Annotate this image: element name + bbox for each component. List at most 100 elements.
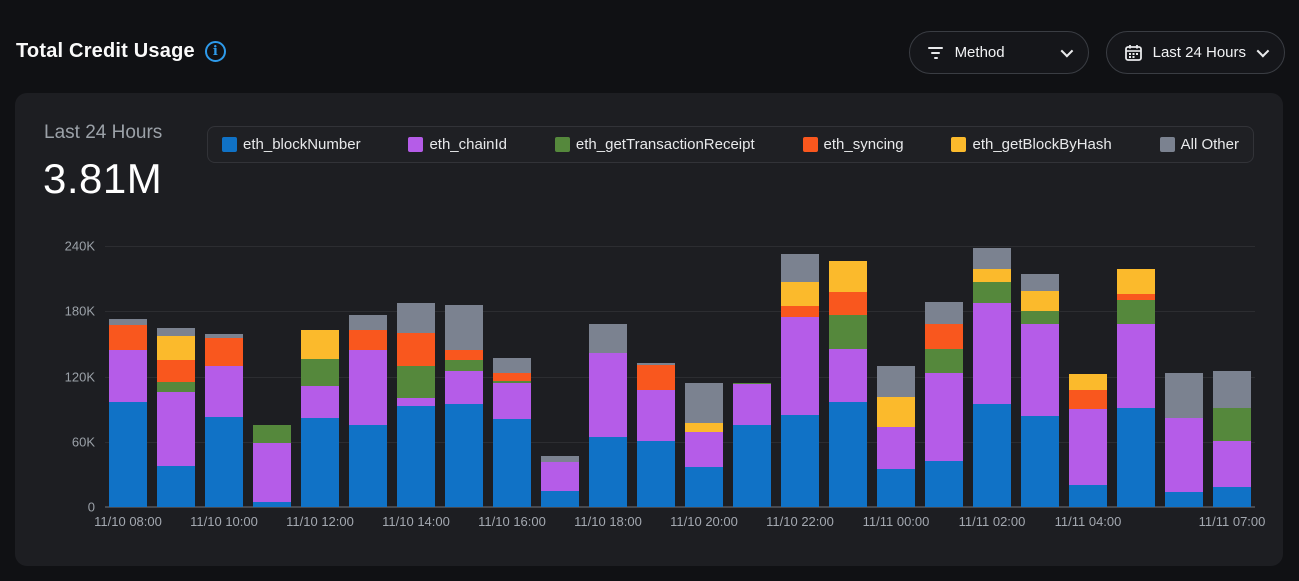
bar-11-10-09-00[interactable] [157, 327, 195, 507]
bar-11-10-16-00[interactable] [493, 358, 531, 507]
gridline [105, 376, 1255, 378]
bar-segment-eth_syncing [493, 373, 531, 381]
bar-segment-eth_chainid [733, 384, 771, 426]
bar-segment-eth_blocknumber [397, 405, 435, 507]
gridline [105, 441, 1255, 443]
bar-segment-eth_chainid [1069, 409, 1107, 486]
bar-segment-eth_getblockbyhash [973, 268, 1011, 282]
bar-11-11-02-00[interactable] [973, 248, 1011, 507]
bar-segment-all-other [781, 253, 819, 282]
legend-item-eth_gettransactionreceipt[interactable]: eth_getTransactionReceipt [554, 136, 755, 153]
legend-swatch [222, 137, 237, 152]
bar-11-10-13-00[interactable] [349, 314, 387, 507]
legend-label: eth_syncing [823, 136, 904, 153]
bar-segment-eth_getblockbyhash [301, 329, 339, 360]
method-filter-dropdown[interactable]: Method [908, 31, 1089, 74]
bar-segment-eth_getblockbyhash [877, 397, 915, 427]
bar-11-10-18-00[interactable] [589, 324, 627, 507]
bar-segment-eth_blocknumber [205, 416, 243, 507]
bar-11-11-04-00[interactable] [1069, 374, 1107, 507]
bar-11-10-11-00[interactable] [253, 425, 291, 507]
bar-segment-eth_getblockbyhash [781, 281, 819, 306]
bar-segment-eth_blocknumber [1021, 415, 1059, 507]
bar-11-11-01-00[interactable] [925, 301, 963, 507]
bar-segment-all-other [973, 248, 1011, 269]
bar-segment-eth_chainid [829, 349, 867, 402]
bar-segment-eth_blocknumber [589, 437, 627, 507]
x-axis-tick-label: 11/10 16:00 [478, 514, 546, 529]
bar-11-10-22-00[interactable] [781, 253, 819, 507]
bar-segment-all-other [445, 304, 483, 351]
bar-segment-eth_gettransactionreceipt [493, 380, 531, 384]
chart-legend: eth_blockNumber eth_chainId eth_getTransac… [207, 126, 1254, 163]
bar-segment-all-other [877, 365, 915, 398]
legend-label: eth_blockNumber [243, 136, 361, 153]
bar-11-10-23-00[interactable] [829, 261, 867, 507]
x-axis-tick-label: 11/10 22:00 [766, 514, 834, 529]
bar-segment-eth_chainid [1213, 440, 1251, 488]
bar-segment-eth_blocknumber [733, 425, 771, 507]
bar-segment-eth_blocknumber [925, 461, 963, 507]
bar-segment-all-other [109, 318, 147, 326]
y-axis-tick-label: 240K [64, 238, 95, 254]
bar-segment-all-other [925, 301, 963, 325]
legend-item-all-other[interactable]: All Other [1159, 136, 1239, 153]
bar-11-10-20-00[interactable] [685, 383, 723, 507]
bar-segment-eth_chainid [877, 426, 915, 469]
bar-segment-eth_gettransactionreceipt [301, 359, 339, 387]
legend-item-eth_blocknumber[interactable]: eth_blockNumber [222, 136, 361, 153]
bar-segment-eth_chainid [301, 386, 339, 418]
bars [105, 246, 1255, 507]
bar-segment-eth_gettransactionreceipt [157, 381, 195, 392]
method-filter-label: Method [954, 44, 1005, 61]
y-axis-tick-label: 120K [64, 369, 95, 384]
chevron-down-icon [1060, 44, 1073, 58]
bar-segment-eth_chainid [109, 350, 147, 402]
bar-segment-eth_blocknumber [637, 440, 675, 507]
bar-11-10-14-00[interactable] [397, 302, 435, 507]
bar-segment-all-other [541, 455, 579, 463]
bar-segment-eth_getblockbyhash [685, 423, 723, 432]
x-axis-tick-label: 11/11 02:00 [958, 514, 1026, 529]
bar-11-10-19-00[interactable] [637, 363, 675, 507]
bar-segment-all-other [493, 358, 531, 374]
legend-swatch [802, 137, 818, 152]
bar-segment-eth_gettransactionreceipt [445, 360, 483, 372]
bar-segment-eth_chainid [973, 302, 1011, 404]
bar-11-10-21-00[interactable] [733, 383, 771, 507]
bar-11-10-17-00[interactable] [541, 455, 579, 507]
bar-11-10-15-00[interactable] [445, 304, 483, 507]
time-range-dropdown[interactable]: Last 24 Hours [1105, 31, 1285, 74]
x-axis-labels: 11/10 08:00 11/10 10:00 11/10 12:00 11/10 1… [94, 514, 1265, 532]
bar-segment-eth_blocknumber [109, 401, 147, 507]
bar-segment-eth_chainid [1117, 324, 1155, 409]
bar-segment-eth_syncing [445, 350, 483, 361]
legend-item-eth_chainid[interactable]: eth_chainId [408, 136, 507, 153]
bar-11-10-10-00[interactable] [205, 334, 243, 507]
bar-11-11-03-00[interactable] [1021, 274, 1059, 507]
header: Total Credit Usage i [16, 40, 226, 63]
legend-item-eth_getblockbyhash[interactable]: eth_getBlockByHash [951, 136, 1112, 153]
y-axis-tick-label: 0 [87, 499, 95, 515]
bar-segment-eth_getblockbyhash [1021, 290, 1059, 312]
bar-segment-eth_blocknumber [685, 466, 723, 507]
info-icon[interactable]: i [204, 41, 226, 62]
y-axis-tick-label: 180K [64, 303, 95, 319]
bar-11-10-08-00[interactable] [109, 318, 147, 507]
bar-segment-all-other [1165, 373, 1203, 418]
bar-11-10-12-00[interactable] [301, 329, 339, 507]
bar-segment-eth_syncing [349, 329, 387, 351]
bar-11-11-06-00[interactable] [1165, 373, 1203, 507]
bar-11-11-00-00[interactable] [877, 365, 915, 507]
bar-segment-all-other [205, 334, 243, 339]
bar-segment-all-other [1021, 274, 1059, 291]
bar-segment-eth_syncing [1069, 389, 1107, 410]
bar-segment-all-other [397, 302, 435, 334]
page-title: Total Credit Usage [16, 40, 195, 62]
bar-11-11-07-00[interactable] [1213, 371, 1251, 507]
chevron-down-icon [1256, 44, 1270, 58]
bar-11-11-05-00[interactable] [1117, 268, 1155, 507]
legend-item-eth_syncing[interactable]: eth_syncing [802, 136, 904, 153]
bar-segment-eth_gettransactionreceipt [733, 383, 771, 385]
x-axis-line [105, 506, 1255, 508]
